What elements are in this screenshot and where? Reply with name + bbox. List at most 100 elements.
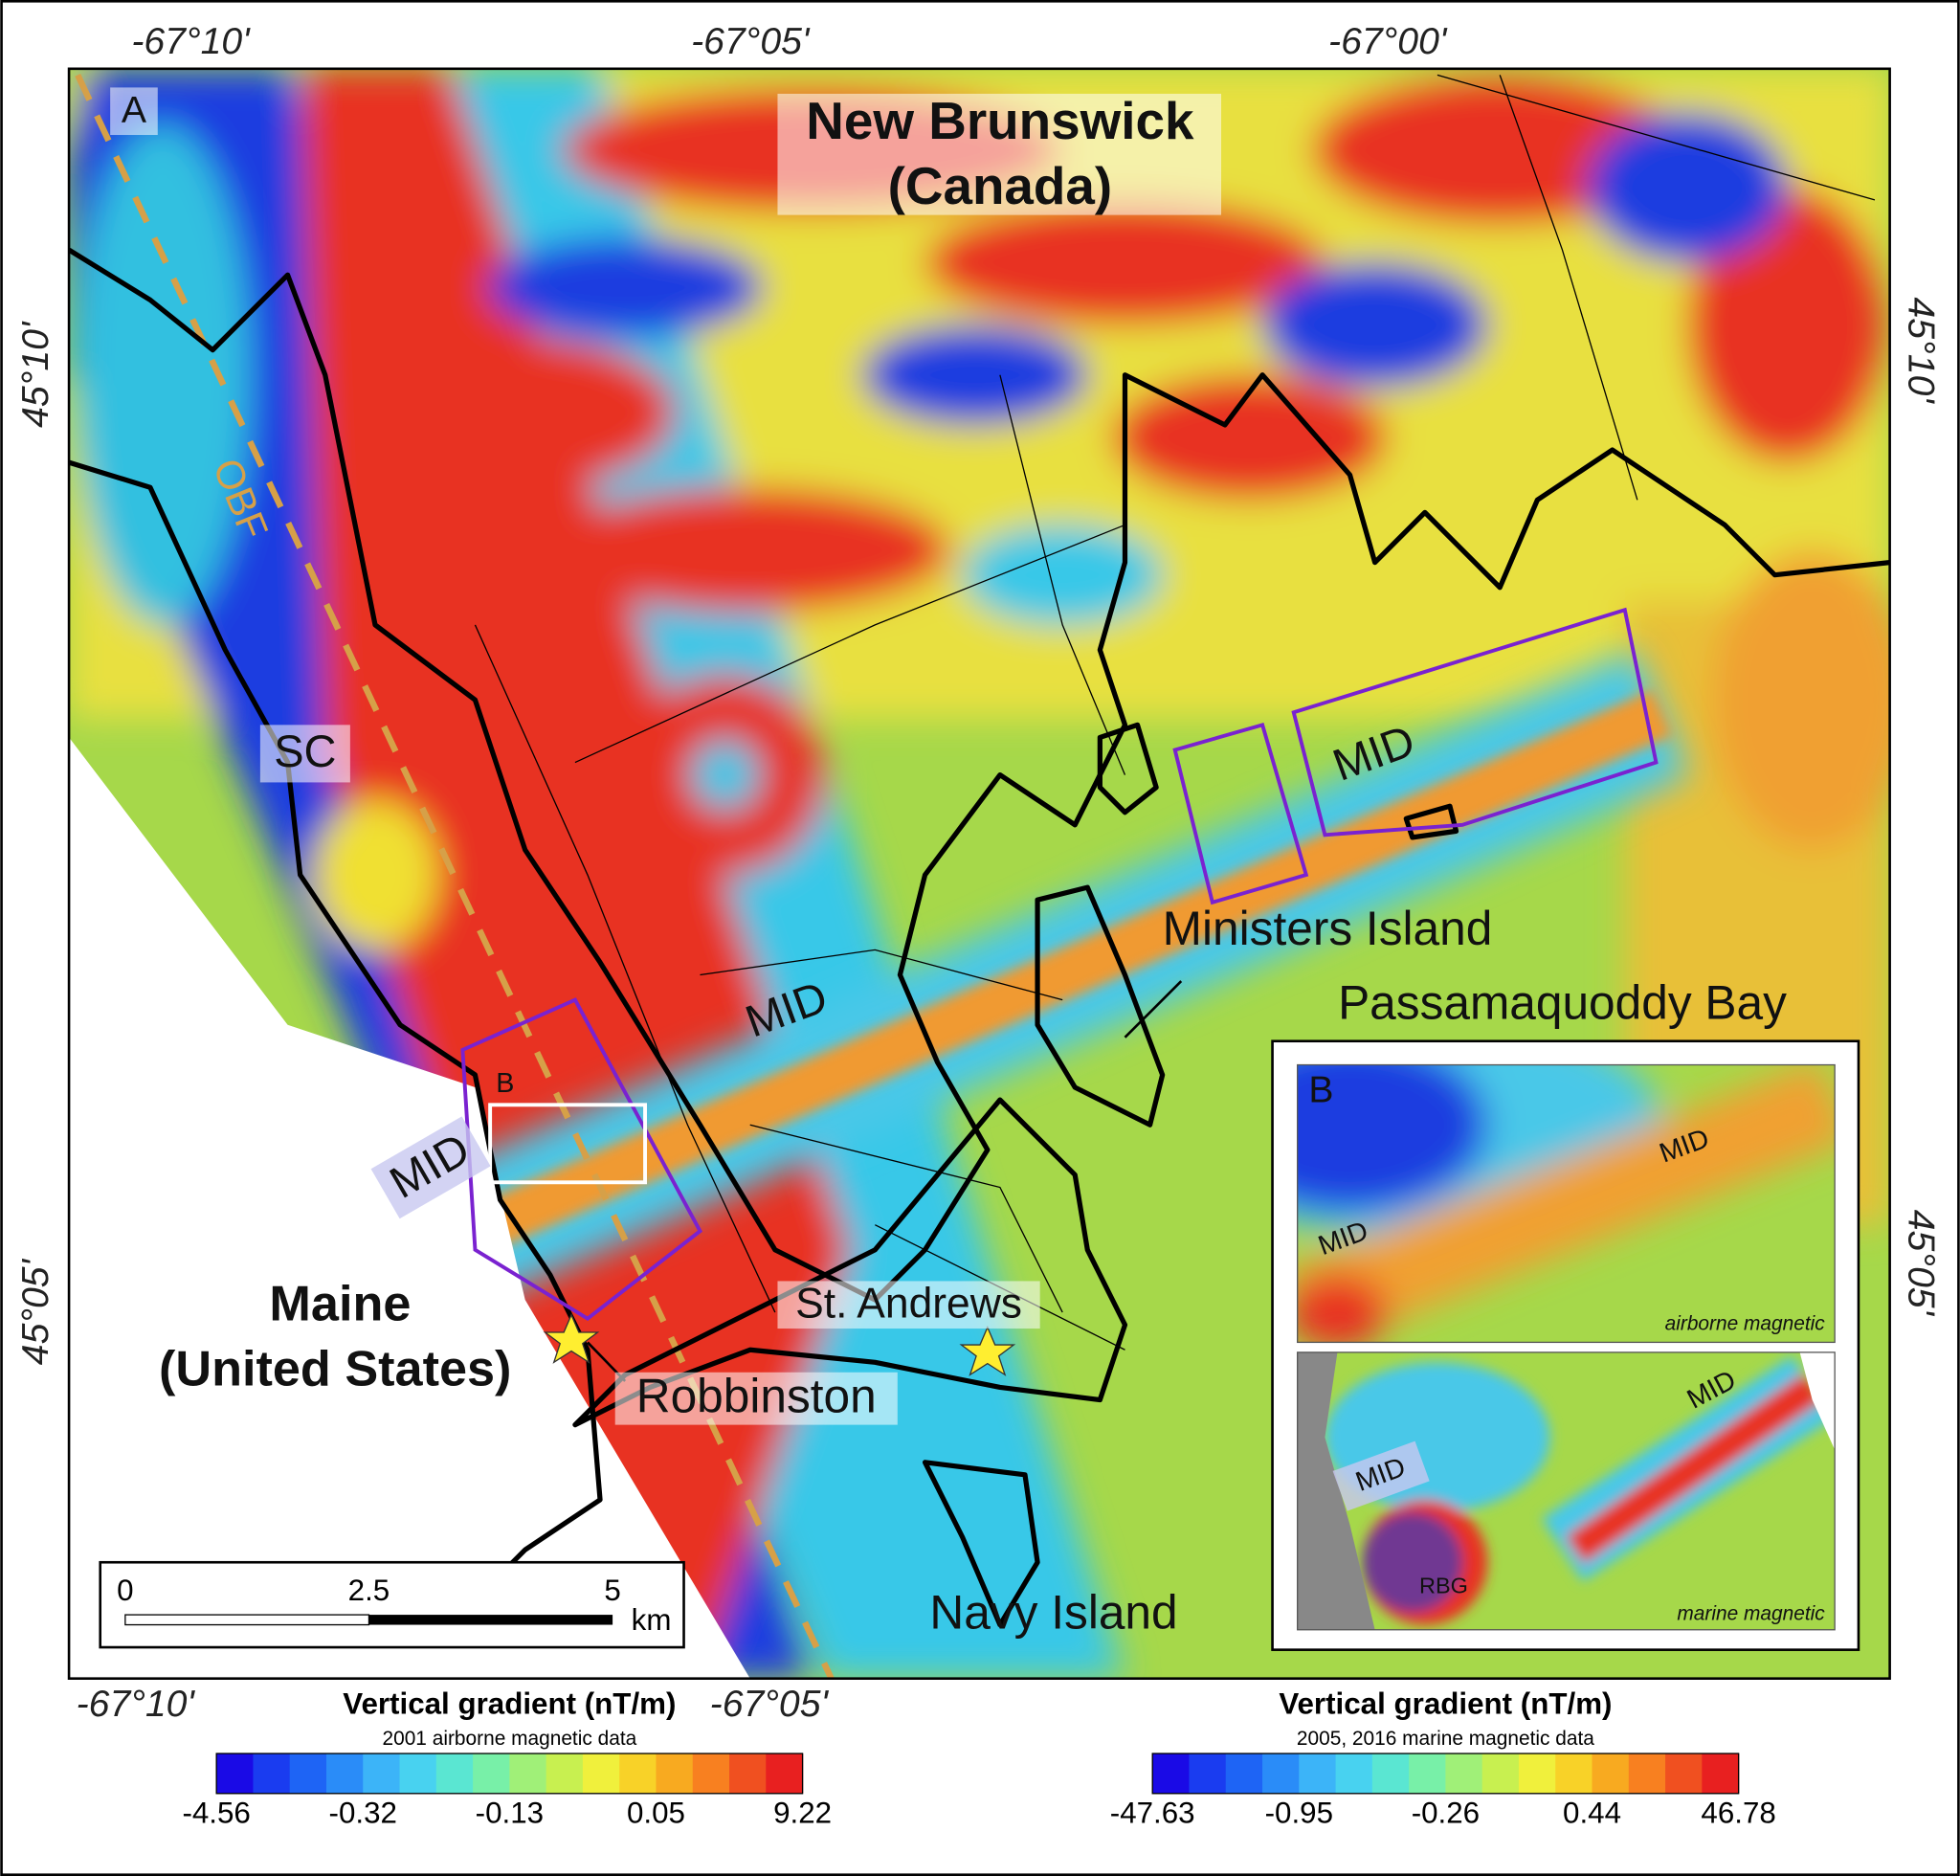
robbinston-star xyxy=(543,1313,600,1364)
colorbar-segment xyxy=(1555,1753,1593,1794)
panel-label: A xyxy=(122,90,147,131)
anomaly xyxy=(1297,1064,1836,1343)
anomaly xyxy=(862,324,1088,425)
colorbar-segment xyxy=(1152,1753,1191,1794)
inset-airborne xyxy=(1297,1064,1836,1343)
right-coordinate: 45°10' xyxy=(1900,297,1941,404)
colorbar-segment xyxy=(656,1753,694,1794)
label-background xyxy=(777,1281,1040,1329)
label-background xyxy=(110,87,158,136)
scale-bar-box xyxy=(99,1560,685,1649)
anomaly xyxy=(312,799,438,950)
inset-panel-label: B xyxy=(1308,1070,1333,1111)
colorbar-label: 0.44 xyxy=(1563,1796,1621,1829)
scale-tick: 5 xyxy=(604,1574,620,1607)
colorbar-segment xyxy=(766,1753,804,1794)
colorbar-segment xyxy=(363,1753,401,1794)
region-label: New Brunswick xyxy=(806,91,1194,150)
leader-line xyxy=(1124,980,1183,1038)
inset-caption: airborne magnetic xyxy=(1665,1313,1826,1335)
scale-unit: km xyxy=(632,1603,672,1637)
ministers-island-label: Ministers Island xyxy=(1163,902,1493,955)
colorbar-label: -0.26 xyxy=(1412,1796,1480,1829)
anomaly xyxy=(1297,1064,1488,1213)
colorbar-label: -0.95 xyxy=(1265,1796,1333,1829)
anomaly xyxy=(690,740,761,811)
sc-label: SC xyxy=(274,726,336,776)
colorbar-segment xyxy=(1702,1753,1740,1794)
label-background xyxy=(777,93,1222,215)
anomaly xyxy=(962,525,1163,625)
colorbar-segment xyxy=(1371,1753,1410,1794)
colorbar-segment xyxy=(1518,1753,1556,1794)
colorbar-segment xyxy=(289,1753,327,1794)
scale-tick: 0 xyxy=(117,1574,133,1607)
colorbar-segment xyxy=(473,1753,511,1794)
colorbar-segment xyxy=(216,1753,255,1794)
inset-b: B MID MID airborne magnetic MID MID RBG … xyxy=(1271,1039,1860,1651)
colorbar-segment xyxy=(1262,1753,1300,1794)
bottom-coordinate: -67°10' xyxy=(77,1684,196,1725)
bay-label: Passamaquoddy Bay xyxy=(1338,975,1787,1029)
colorbar-segment xyxy=(619,1753,657,1794)
anomaly xyxy=(1297,1274,1388,1343)
inset-rbg-label: RBG xyxy=(1419,1574,1468,1598)
left-coordinate: 45°05' xyxy=(15,1258,56,1365)
colorbar-segment xyxy=(692,1753,730,1794)
scale-tick: 2.5 xyxy=(348,1574,390,1607)
right-coordinate: 45°05' xyxy=(1900,1210,1941,1317)
scale-segment xyxy=(368,1615,613,1625)
label-background xyxy=(614,1372,898,1425)
inset-caption: marine magnetic xyxy=(1677,1603,1825,1625)
bottom-coordinate: -67°05' xyxy=(710,1684,830,1725)
land xyxy=(1297,1351,1375,1630)
colorbar-label: -0.32 xyxy=(329,1796,397,1829)
st-andrews-star xyxy=(959,1326,1016,1376)
colorbar-segment xyxy=(729,1753,767,1794)
st-andrews-label: St. Andrews xyxy=(795,1280,1022,1327)
colorbar-segment xyxy=(1665,1753,1703,1794)
anomaly xyxy=(374,337,676,488)
mid-anomaly xyxy=(452,689,1673,1261)
region-label: (Canada) xyxy=(888,156,1113,215)
anomaly xyxy=(1112,374,1388,501)
robbinston-label: Robbinston xyxy=(636,1370,877,1423)
top-coordinate: -67°05' xyxy=(691,21,811,62)
colorbar-segment xyxy=(325,1753,364,1794)
label-background xyxy=(370,1116,491,1219)
inset-field xyxy=(1297,1064,1836,1343)
no-data xyxy=(1799,1351,1836,1450)
top-coordinate: -67°00' xyxy=(1328,21,1448,62)
island xyxy=(1097,722,1159,815)
colorbar-label: -0.13 xyxy=(476,1796,544,1829)
colorbar-segment xyxy=(1409,1753,1447,1794)
top-coordinate: -67°10' xyxy=(131,21,251,62)
label-background xyxy=(259,725,350,783)
colorbar-title: Vertical gradient (nT/m) xyxy=(343,1687,676,1721)
colorbar-segment xyxy=(1628,1753,1666,1794)
colorbar-segment xyxy=(1189,1753,1227,1794)
colorbar-label: -4.56 xyxy=(182,1796,250,1829)
map-frame xyxy=(67,67,1891,1680)
colorbar-segment xyxy=(1335,1753,1373,1794)
colorbar-segment xyxy=(1592,1753,1630,1794)
colorbar-title: Vertical gradient (nT/m) xyxy=(1279,1687,1612,1721)
colorbar-label: 46.78 xyxy=(1701,1796,1775,1829)
colorbar-segment xyxy=(1445,1753,1483,1794)
colorbars: Vertical gradient (nT/m) 2001 airborne ma… xyxy=(182,1687,1775,1830)
anomaly xyxy=(487,237,763,338)
colorbar-segment xyxy=(509,1753,547,1794)
ministers-island xyxy=(1035,884,1166,1128)
coastline xyxy=(69,247,1890,1303)
anomaly xyxy=(924,199,1325,325)
anomaly xyxy=(1587,112,1788,263)
label-background xyxy=(1332,1440,1430,1511)
colorbar-subtitle: 2005, 2016 marine magnetic data xyxy=(1297,1728,1594,1750)
survey-area xyxy=(460,997,703,1321)
state-label: Maine xyxy=(269,1277,411,1332)
inset-border xyxy=(1297,1351,1836,1631)
colorbar-segment xyxy=(1225,1753,1263,1794)
coastline xyxy=(69,459,603,1577)
